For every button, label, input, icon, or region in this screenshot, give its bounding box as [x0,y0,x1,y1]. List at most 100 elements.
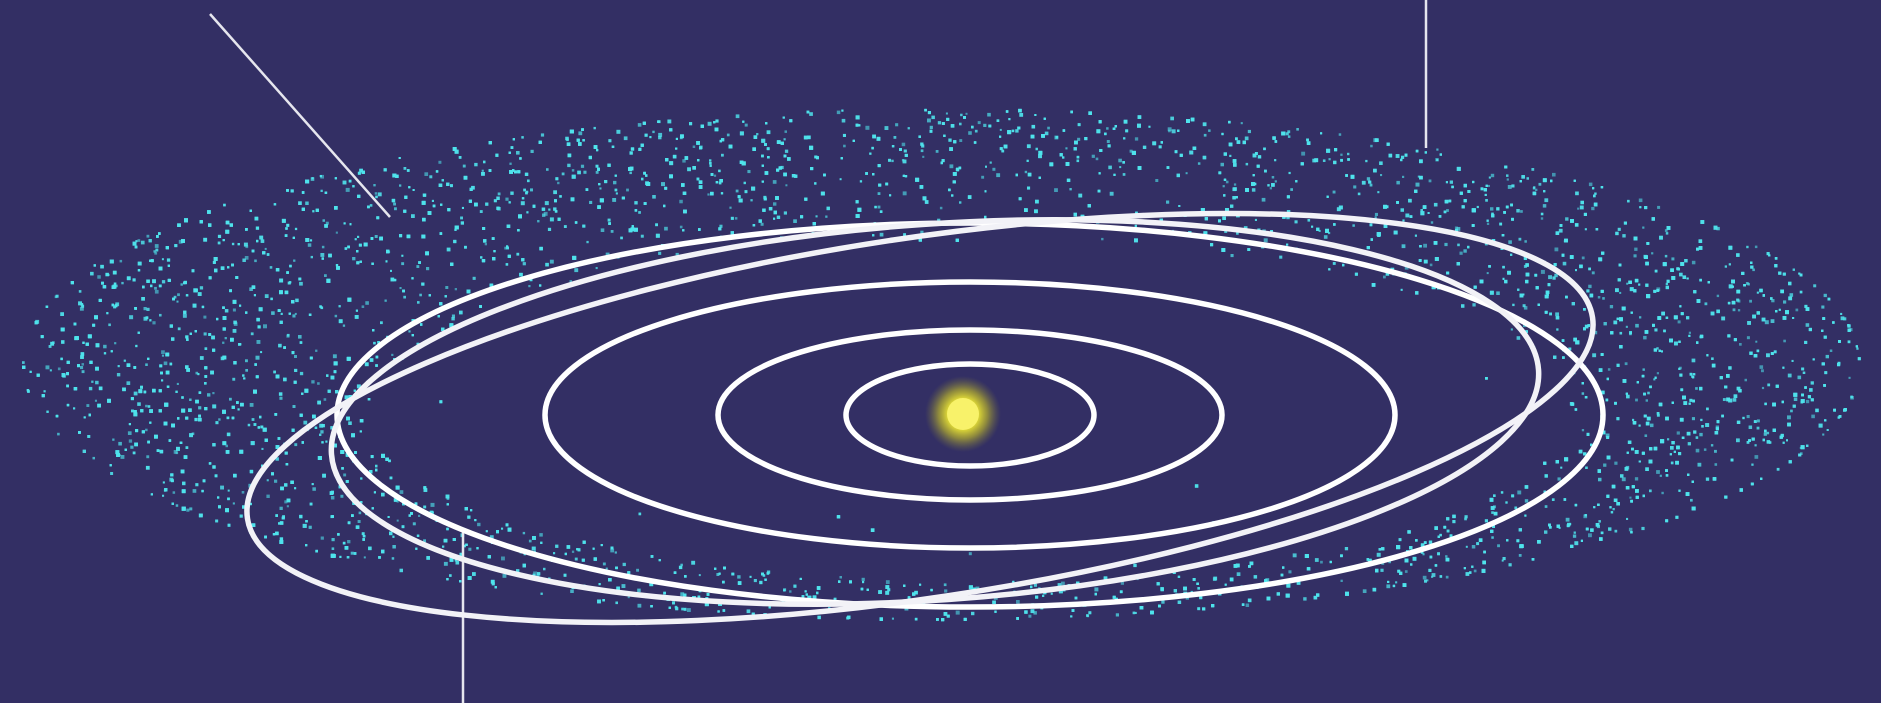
belt-particle [1615,288,1619,293]
belt-particle [299,371,304,376]
belt-particle [1091,154,1095,158]
belt-particle [1279,255,1283,259]
belt-particle [1516,336,1521,340]
belt-particle [1520,210,1523,213]
belt-particle [479,210,483,213]
belt-particle [1683,401,1688,405]
belt-particle [680,592,685,597]
belt-particle [1491,511,1494,514]
belt-particle [698,574,701,577]
belt-particle [1687,442,1691,446]
belt-particle [412,522,416,526]
belt-particle [129,315,134,320]
belt-particle [1400,208,1404,212]
belt-particle [1428,179,1432,183]
belt-particle [1634,477,1639,481]
belt-particle [310,255,313,259]
belt-particle [1476,205,1479,209]
belt-particle [638,211,641,214]
belt-particle [600,228,605,232]
belt-particle [245,245,249,249]
belt-particle [1755,340,1758,343]
belt-particle [140,240,145,245]
belt-particle [1386,584,1391,589]
belt-particle [348,421,352,425]
belt-particle [887,588,891,592]
belt-particle [943,583,947,587]
belt-particle [557,181,560,185]
belt-particle [1805,399,1810,404]
belt-particle [298,201,302,205]
belt-particle [1514,506,1518,510]
belt-particle [1171,129,1176,134]
belt-particle [232,377,236,381]
belt-particle [1799,290,1803,294]
belt-particle [1380,174,1383,177]
belt-particle [1167,127,1172,132]
belt-particle [166,258,171,262]
belt-particle [1577,207,1580,210]
belt-particle [399,184,402,187]
belt-particle [1691,358,1696,363]
belt-particle [1688,331,1691,334]
belt-particle [1745,282,1749,285]
belt-particle [914,590,918,595]
belt-particle [88,386,93,391]
belt-particle [393,202,396,206]
belt-particle [907,127,910,130]
belt-particle [839,576,842,579]
belt-particle [1166,200,1170,204]
belt-particle [1756,426,1760,430]
belt-particle [1558,526,1561,529]
belt-particle [1101,237,1104,241]
belt-particle [1369,183,1373,187]
belt-particle [746,609,751,614]
belt-particle [256,340,261,344]
belt-particle [540,592,543,595]
belt-particle [1677,320,1681,324]
belt-particle [1512,303,1515,307]
belt-particle [461,206,464,209]
belt-particle [555,544,559,548]
belt-particle [1148,125,1151,128]
belt-particle [1722,398,1726,401]
belt-particle [610,548,615,553]
belt-particle [332,354,337,359]
belt-particle [1580,200,1584,205]
belt-particle [968,131,972,135]
belt-particle [217,234,222,238]
belt-particle [189,398,192,401]
belt-particle [602,562,606,566]
belt-particle [580,164,585,168]
belt-particle [249,287,253,291]
belt-particle [1288,570,1292,574]
belt-particle [1565,517,1570,522]
belt-particle [992,167,996,171]
belt-particle [735,189,739,193]
belt-particle [1464,515,1468,519]
belt-particle [1617,227,1621,231]
belt-particle [935,150,939,153]
belt-particle [983,123,987,127]
belt-particle [286,223,290,227]
belt-particle [269,266,273,269]
belt-particle [1593,330,1598,335]
belt-particle [1423,243,1427,248]
belt-particle [186,508,190,512]
belt-particle [203,315,207,319]
belt-particle [636,568,639,572]
belt-particle [678,565,683,570]
belt-particle [1286,215,1290,220]
belt-particle [1739,343,1742,346]
belt-particle [426,267,430,271]
belt-particle [1424,579,1427,583]
belt-particle [131,409,134,413]
belt-particle [1381,562,1385,565]
belt-particle [1374,212,1378,216]
belt-particle [145,363,148,366]
belt-particle [1716,294,1720,298]
belt-particle [1490,173,1495,178]
belt-particle [1340,153,1343,156]
belt-particle [574,557,578,561]
belt-particle [1548,275,1552,280]
